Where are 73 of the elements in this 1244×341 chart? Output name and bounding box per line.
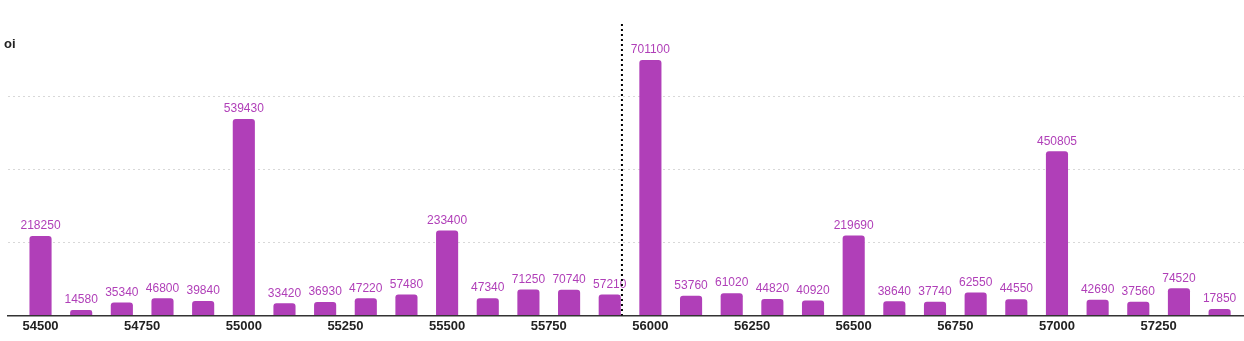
- bar: [964, 292, 987, 315]
- data-label: 57480: [389, 276, 424, 291]
- bar: [70, 310, 93, 315]
- x-tick-label: 54750: [124, 317, 161, 333]
- bar: [639, 60, 662, 315]
- bar: [436, 230, 459, 315]
- bar: [1005, 299, 1028, 315]
- bar: [395, 294, 418, 315]
- bar: [801, 300, 825, 315]
- x-tick-label: 54500: [22, 317, 59, 333]
- data-label: 539430: [223, 101, 265, 116]
- x-tick-label: 56000: [632, 317, 669, 333]
- bar: [558, 289, 581, 315]
- x-tick-label: 56750: [937, 317, 974, 333]
- bar: [842, 235, 865, 315]
- data-label: 44820: [755, 281, 790, 296]
- bar: [151, 298, 174, 315]
- data-label: 14580: [64, 292, 99, 307]
- x-tick-label: 56500: [835, 317, 872, 333]
- data-label: 42690: [1080, 282, 1115, 297]
- x-tick-label: 55750: [530, 317, 567, 333]
- x-tick-label: 57000: [1038, 317, 1076, 333]
- data-label: 33420: [267, 285, 302, 300]
- data-label: 70740: [552, 271, 587, 286]
- data-label: 37560: [1121, 284, 1156, 299]
- bar: [761, 299, 784, 315]
- x-tick-label: 56250: [733, 317, 771, 333]
- data-label: 53760: [674, 278, 709, 293]
- data-label: 39840: [186, 283, 221, 298]
- bar: [232, 118, 255, 315]
- bar: [598, 294, 621, 315]
- data-label: 57210: [593, 276, 627, 291]
- data-label: 233400: [427, 212, 468, 227]
- x-tick-label: 55250: [327, 317, 364, 333]
- data-label: 219690: [833, 217, 875, 232]
- data-label: 17850: [1202, 291, 1237, 306]
- data-label: 37740: [918, 283, 953, 298]
- bar: [883, 301, 906, 315]
- data-label: 71250: [511, 271, 546, 286]
- bar: [314, 301, 337, 315]
- x-tick-label: 55500: [429, 317, 466, 333]
- bar: [1167, 288, 1191, 315]
- data-label: 35340: [105, 284, 139, 299]
- data-label: 47220: [349, 280, 383, 295]
- bar: [679, 295, 703, 315]
- data-label: 61020: [715, 275, 749, 290]
- x-tick-label: 55000: [225, 317, 262, 333]
- data-label: 40920: [796, 282, 831, 297]
- x-tick-label: 57250: [1140, 317, 1177, 333]
- data-label: 701100: [630, 42, 671, 57]
- bar: [1086, 299, 1109, 315]
- data-label: 62550: [958, 274, 993, 289]
- bar: [1045, 151, 1069, 315]
- bar: [720, 293, 743, 315]
- y-axis-title: oi: [4, 35, 16, 51]
- bar: [1208, 308, 1231, 315]
- data-label: 46800: [145, 280, 180, 295]
- data-label: 47340: [471, 280, 505, 295]
- bar: [192, 300, 215, 315]
- bar: [517, 289, 540, 315]
- bar: [273, 303, 296, 315]
- data-label: 218250: [20, 218, 61, 233]
- data-label: 450805: [1036, 133, 1078, 148]
- bar: [354, 298, 377, 315]
- bar: [29, 235, 52, 315]
- bar: [923, 301, 947, 315]
- data-label: 38640: [877, 283, 912, 298]
- bar: [476, 298, 499, 315]
- data-label: 44550: [999, 281, 1034, 296]
- bar: [1127, 301, 1150, 315]
- data-label: 74520: [1162, 270, 1196, 285]
- bar: [110, 302, 133, 315]
- data-label: 36930: [308, 284, 343, 299]
